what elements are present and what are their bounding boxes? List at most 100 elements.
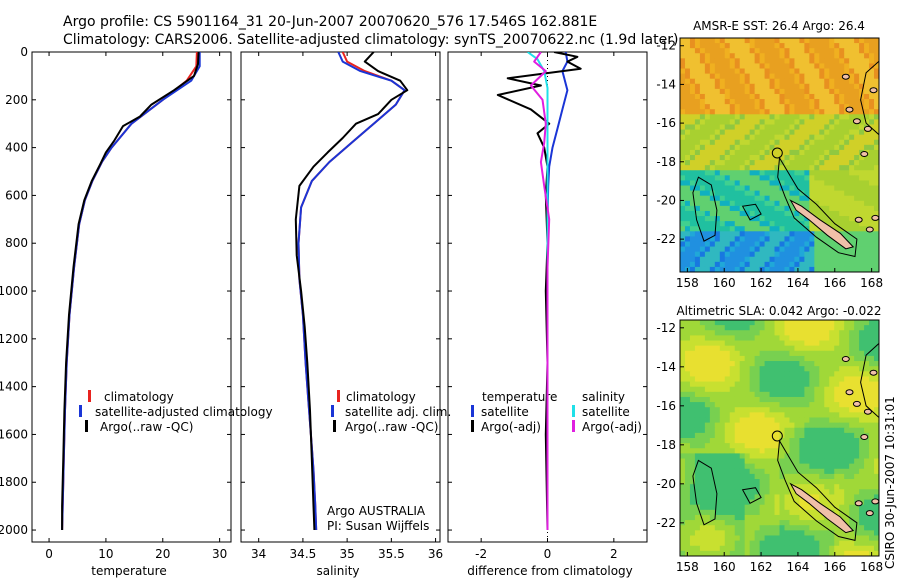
sst-map-cell: [729, 114, 736, 120]
sla-map-cell: [874, 530, 879, 536]
sst-map-cell: [789, 256, 795, 263]
legend-label-sal-satellite: satellite: [582, 405, 630, 419]
sst-map-cell: [754, 68, 761, 75]
sst-map-cell: [774, 165, 780, 171]
sla-map-cell: [724, 396, 731, 403]
sla-map-cell: [729, 530, 736, 536]
sst-map-cell: [709, 190, 716, 197]
sst-map-cell: [779, 63, 785, 69]
sst-map-cell: [699, 124, 706, 130]
sla-map-cell: [719, 422, 726, 429]
sla-map-cell: [734, 438, 741, 444]
sst-map-cell: [829, 246, 835, 253]
sst-map-cell: [804, 195, 810, 202]
sla-map-cell: [864, 386, 870, 393]
sla-map-cell: [814, 458, 820, 465]
sst-map-cell: [719, 99, 726, 105]
sla-map-cell: [869, 514, 875, 521]
sst-map-cell: [849, 43, 855, 49]
sst-map-cell: [744, 246, 751, 253]
sst-map-cell: [819, 83, 825, 90]
sst-map-cell: [804, 88, 810, 95]
sst-map-cell: [824, 216, 830, 222]
sst-map-cell: [874, 63, 879, 69]
sst-map-cell: [794, 43, 800, 49]
sst-map-cell: [849, 205, 855, 212]
sla-map-cell: [764, 489, 770, 495]
sla-map-cell: [754, 494, 761, 500]
small-island-7: [841, 73, 850, 80]
salinity-xtick-label-3: 35.5: [378, 547, 405, 561]
sst-map-cell: [729, 251, 736, 258]
sst-map-cell: [704, 149, 711, 156]
sla-map-cell: [769, 535, 775, 542]
sla-map-cell: [814, 422, 820, 429]
sla-map-cell: [709, 412, 716, 418]
sla-map-cell: [724, 345, 731, 352]
sla-map-cell: [764, 422, 770, 429]
sst-map-cell: [744, 58, 751, 64]
sst-map-cell: [819, 48, 825, 54]
sla-map-cell: [854, 417, 860, 424]
sla-map-cell: [794, 371, 800, 377]
sla-map-cell: [714, 438, 721, 444]
sla-map-cell: [869, 345, 875, 352]
sla-map-cell: [724, 448, 731, 454]
sla-map-cell: [704, 540, 711, 547]
sla-map-cell: [814, 325, 820, 331]
sla-map-cell: [819, 386, 825, 393]
sla-map-cell: [859, 545, 865, 552]
sla-map-cell: [794, 473, 800, 480]
sst-map-cell: [684, 221, 691, 227]
sla-map-cell: [874, 432, 879, 439]
sla-map-cell: [824, 448, 830, 454]
sst-map-cell: [809, 99, 815, 105]
sst-map-cell: [769, 205, 775, 212]
sst-map-cell: [734, 155, 741, 161]
sla-map-cell: [809, 550, 815, 556]
sla-map-cell: [789, 479, 795, 485]
sst-map-cell: [774, 185, 780, 192]
sla-map-cell: [714, 458, 721, 465]
sla-map-cell: [749, 391, 756, 398]
sst-map-cell: [849, 83, 855, 90]
sst-map-cell: [864, 236, 870, 242]
sst-map-cell: [729, 226, 736, 232]
sla-map-cell: [729, 386, 736, 393]
sla-map-cell: [809, 381, 815, 388]
sst-map-cell: [680, 88, 686, 95]
sst-map-cell: [754, 53, 761, 59]
sst-map-cell: [759, 221, 765, 227]
sla-map-cell: [749, 540, 756, 547]
sla-map-cell: [724, 412, 731, 418]
sst-map-cell: [854, 160, 860, 166]
sst-map-cell: [704, 139, 711, 146]
sla-map-cell: [799, 427, 805, 434]
sst-map-cell: [824, 210, 830, 217]
sst-map-cell: [839, 200, 845, 207]
sla-map-cell: [784, 371, 790, 377]
sla-map-cell: [724, 407, 731, 413]
sla-map-cell: [744, 499, 751, 506]
sst-map-cell: [869, 43, 875, 49]
sst-map-cell: [844, 226, 850, 232]
sst-map-cell: [774, 236, 780, 242]
sst-map-cell: [849, 165, 855, 171]
sla-map-cell: [699, 550, 706, 556]
sla-map-cell: [714, 330, 721, 336]
sla-map-cell: [774, 530, 780, 536]
sla-map-cell: [834, 386, 840, 393]
sst-map-cell: [844, 149, 850, 156]
sst-map-cell: [704, 266, 711, 272]
sst-map-cell: [734, 160, 741, 166]
sla-map-cell: [694, 396, 701, 403]
sst-map-cell: [684, 83, 691, 90]
sla-map-cell: [844, 396, 850, 403]
sla-map-cell: [799, 468, 805, 475]
sst-map-cell: [864, 53, 870, 59]
legend-swatch-satellite: [331, 405, 334, 417]
sla-map-cell: [869, 376, 875, 382]
sla-map-cell: [784, 350, 790, 357]
sla-map-cell: [799, 320, 805, 326]
sst-map-cell: [849, 99, 855, 105]
